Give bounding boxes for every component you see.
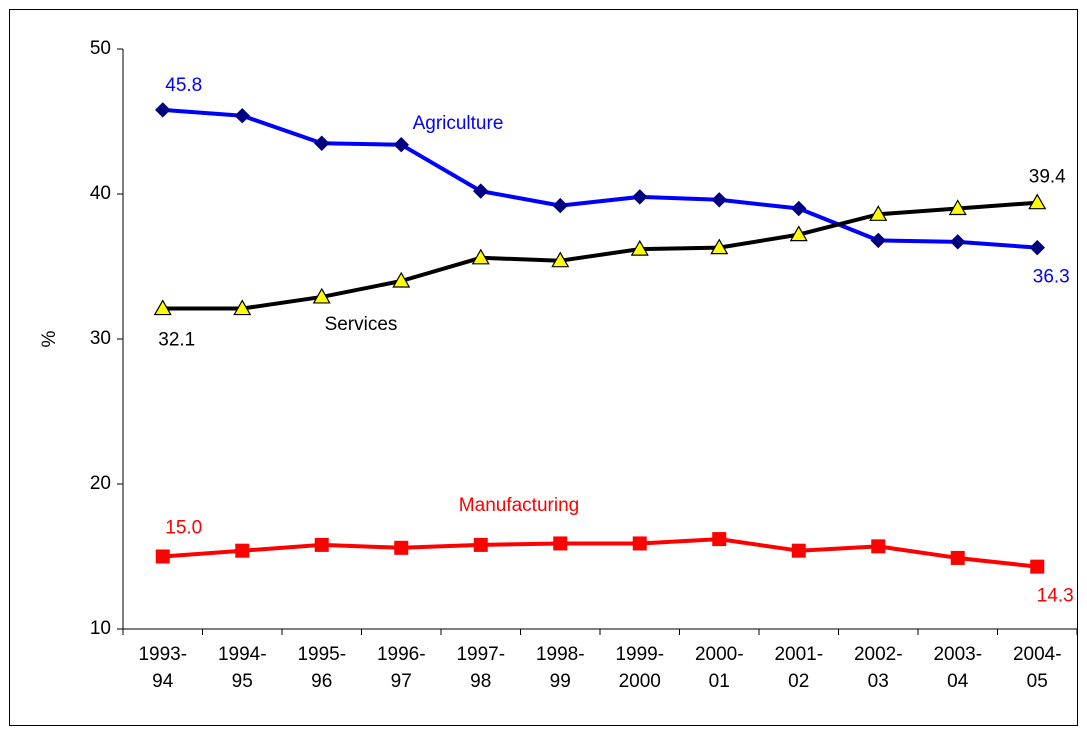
x-tick-label: 2003-04 [933,644,982,692]
y-axis-label: % [39,330,60,347]
marker [871,539,886,554]
marker [630,239,649,256]
marker [394,540,409,555]
marker [155,102,171,118]
marker [155,549,170,564]
x-tick-label: 1995-96 [297,644,346,692]
marker [471,248,490,265]
chart-frame [9,9,1078,726]
y-tick-label: 30 [90,328,111,349]
y-tick-label: 10 [90,618,111,639]
marker [551,251,570,268]
marker [393,136,409,153]
marker [314,135,330,151]
x-tick-label: 1996-97 [377,644,426,692]
x-tick-label: 1998-99 [536,644,585,692]
marker [789,225,808,242]
marker [1030,559,1045,574]
data-label: 32.1 [158,330,195,351]
marker [791,543,806,558]
data-label: 15.0 [165,518,202,539]
marker [234,107,250,124]
series-line [162,107,1038,250]
marker [153,299,172,316]
data-label: 36.3 [1033,267,1070,288]
x-tick-label: 2001-02 [774,644,823,692]
marker [950,550,965,565]
marker [948,199,967,216]
data-label: 14.3 [1037,586,1074,607]
data-label: 39.4 [1029,167,1066,188]
y-tick-label: 40 [90,183,111,204]
x-tick-label: 1999-2000 [615,644,664,692]
series-name: Services [325,314,398,335]
series-line [162,200,1038,311]
x-tick-label: 2000-01 [695,644,744,692]
marker [553,536,568,551]
series-line [162,537,1038,569]
marker [552,197,568,214]
marker [710,238,729,255]
data-label: 45.8 [165,75,202,96]
marker [870,232,886,249]
y-tick-label: 50 [90,38,111,59]
x-tick-label: 1993-94 [138,644,187,692]
marker [314,537,329,552]
marker [235,543,250,558]
marker [950,234,966,250]
marker [473,537,488,552]
marker [1028,193,1047,210]
marker [869,205,888,221]
series-name: Manufacturing [459,495,579,516]
marker [632,189,648,205]
series-name: Agriculture [413,113,504,134]
marker [392,271,411,288]
x-tick-label: 2002-03 [854,644,903,692]
marker [632,536,647,551]
x-tick-label: 2004-05 [1013,644,1062,692]
x-tick-label: 1994-95 [218,644,267,692]
marker [233,299,252,316]
marker [473,183,489,199]
marker [712,532,727,547]
marker [1029,239,1045,256]
marker [312,287,331,304]
marker [711,192,727,208]
y-tick-label: 20 [90,473,111,494]
x-tick-label: 1997-98 [456,644,505,692]
marker [791,200,807,217]
